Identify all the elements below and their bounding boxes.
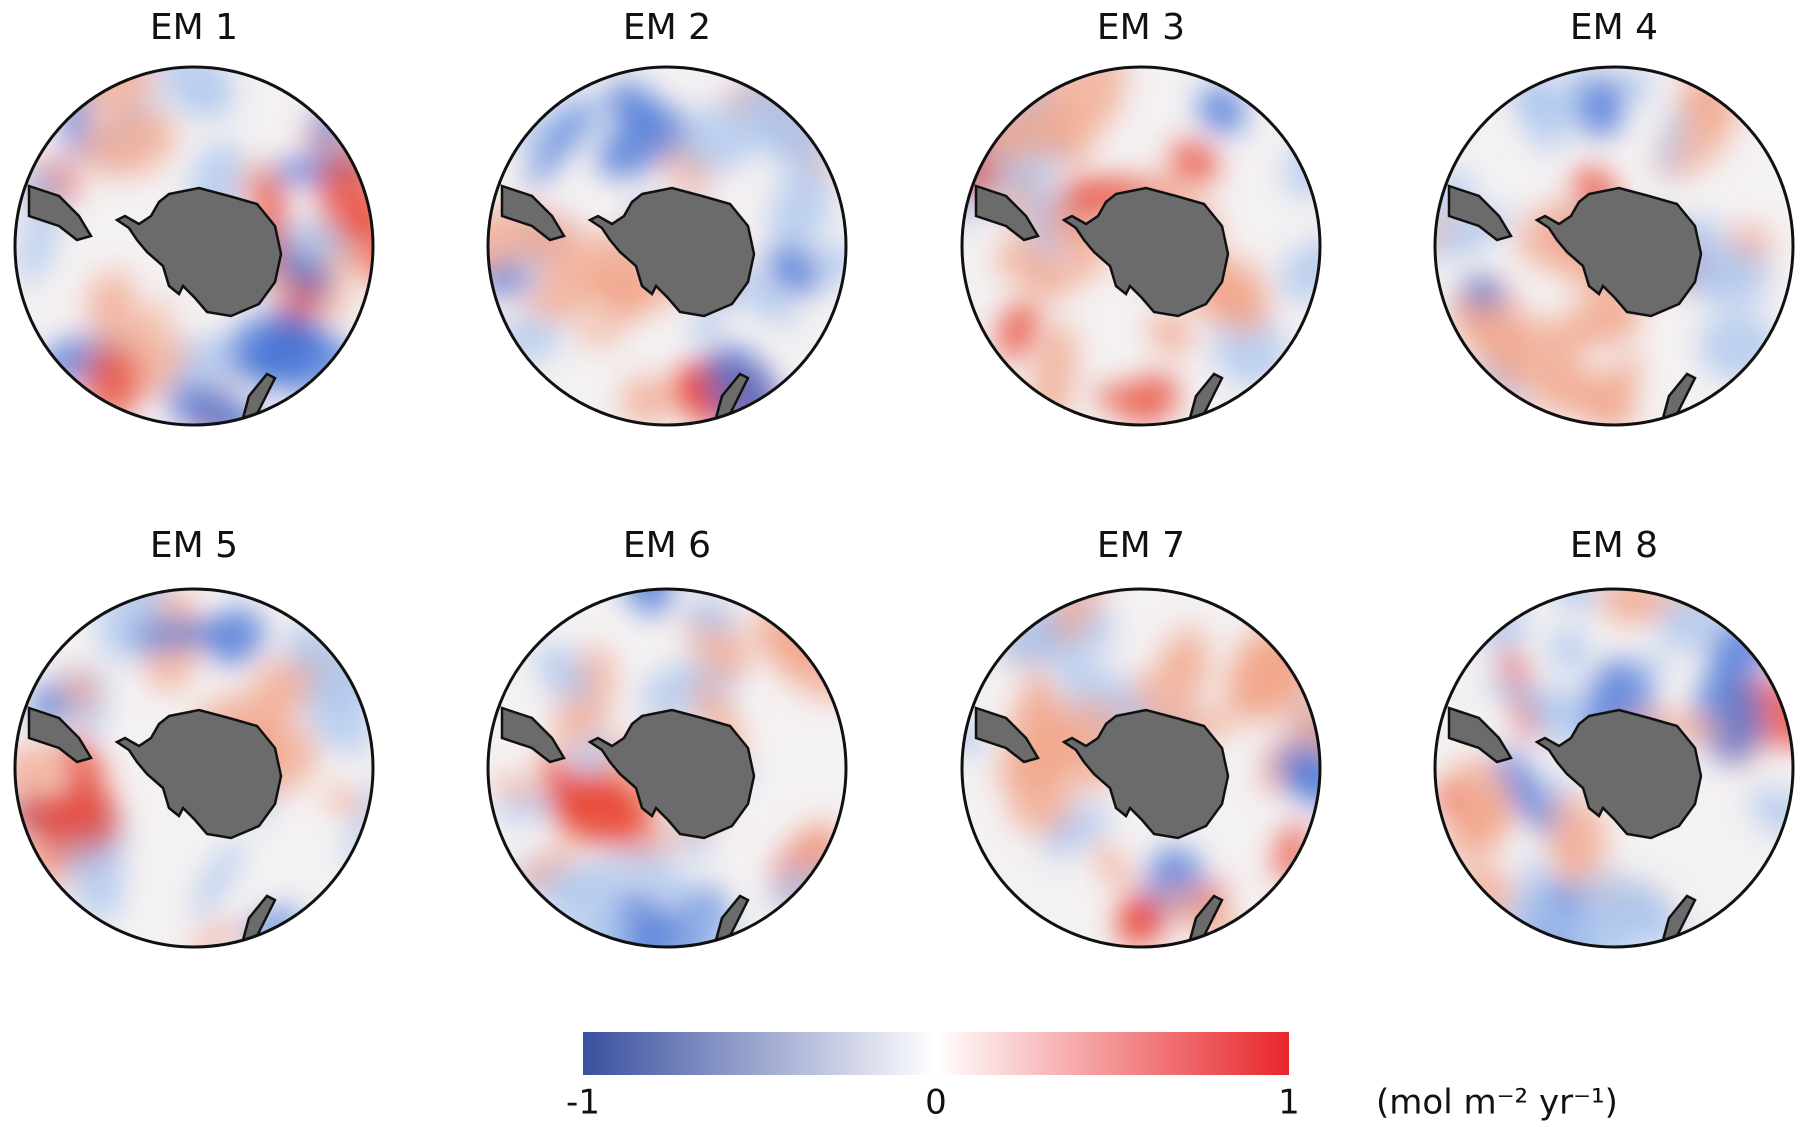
map	[1427, 552, 1813, 986]
panel-title: EM 1	[150, 7, 238, 48]
panel-title: EM 3	[1097, 7, 1185, 48]
colorbar	[583, 1032, 1289, 1075]
map	[929, 35, 1371, 435]
map	[451, 57, 864, 450]
map	[7, 31, 418, 467]
map	[934, 543, 1359, 956]
colorbar-tick-label: 0	[925, 1083, 947, 1123]
panel-title: EM 6	[623, 525, 711, 566]
map	[0, 560, 395, 963]
panel-title: EM 4	[1570, 7, 1658, 48]
panel-title: EM 7	[1097, 525, 1185, 566]
figure: EM 1 EM 2 EM 3 EM 4 EM 5 EM 6 EM 7 EM 8 -1 0 1 (mol…	[0, 0, 1813, 1127]
panel-title: EM 5	[150, 525, 238, 566]
colorbar-label: (mol m⁻² yr⁻¹)	[1376, 1083, 1618, 1123]
panel-title: EM 2	[623, 7, 711, 48]
colorbar-tick-label: -1	[566, 1083, 600, 1123]
map	[488, 540, 880, 985]
field-blob	[577, 322, 623, 345]
panel-title: EM 8	[1570, 525, 1658, 566]
colorbar-tick-label: 1	[1278, 1083, 1300, 1123]
map	[1385, 49, 1793, 444]
